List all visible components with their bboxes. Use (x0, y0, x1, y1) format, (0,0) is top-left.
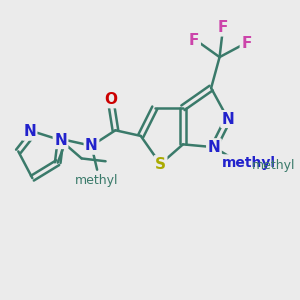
Text: methyl: methyl (222, 156, 276, 170)
Text: S: S (155, 157, 166, 172)
Text: N: N (208, 140, 220, 155)
Text: N: N (85, 138, 98, 153)
Text: F: F (189, 33, 200, 48)
Text: F: F (217, 20, 228, 35)
Text: O: O (105, 92, 118, 107)
Text: F: F (241, 35, 251, 50)
Text: methyl: methyl (252, 159, 296, 172)
Text: methyl: methyl (75, 174, 119, 187)
Text: N: N (54, 133, 67, 148)
Text: N: N (23, 124, 36, 139)
Text: N: N (222, 112, 234, 127)
